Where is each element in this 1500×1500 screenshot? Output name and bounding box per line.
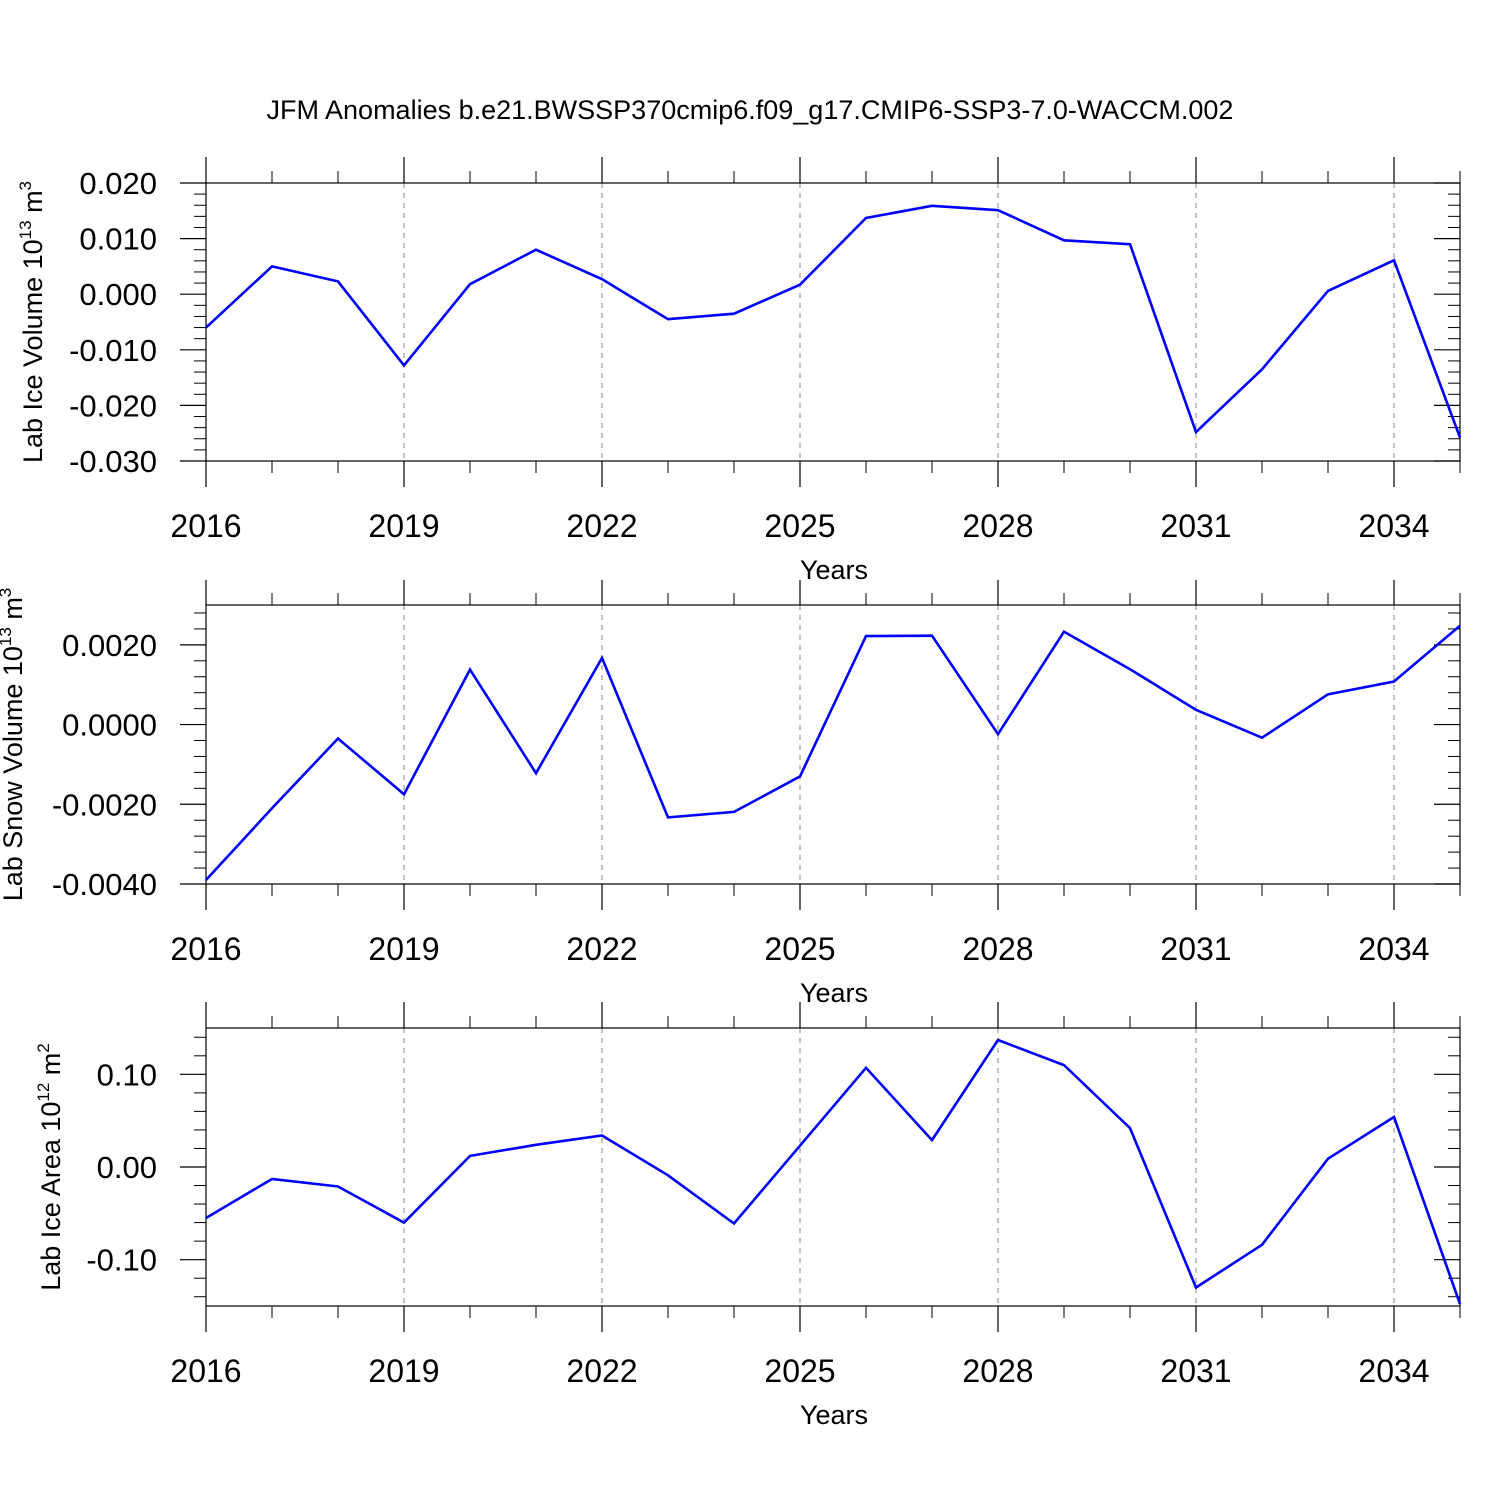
y-tick-label: 0.020 [79,166,157,201]
y-tick-label: 0.000 [79,277,157,312]
x-tick-label: 2019 [368,1353,439,1389]
y-tick-label: -0.0040 [52,867,157,902]
ice-volume-panel: -0.030 -0.020 -0.010 0.000 0.010 0.020 2016 201… [16,157,1462,585]
x-tick-label: 2034 [1358,508,1429,544]
x-tick-label: 2028 [962,931,1033,967]
plot-frame [205,1027,1461,1307]
y-tick-label: -0.0020 [52,787,157,822]
x-tick-label: 2028 [962,508,1033,544]
snow-volume-series-line [205,624,1461,881]
y-tick-label: 0.10 [97,1057,157,1092]
x-tick-label: 2034 [1358,931,1429,967]
x-tick-label: 2019 [368,931,439,967]
x-tick-label: 2022 [566,931,637,967]
x-tick-label: 2019 [368,508,439,544]
y-axis-label: Lab Ice Area 1012 m2 [34,1043,66,1291]
x-tick-label: 2022 [566,508,637,544]
chart-title: JFM Anomalies b.e21.BWSSP370cmip6.f09_g1… [267,95,1234,125]
y-tick-label: -0.10 [86,1243,157,1278]
x-tick-label: 2016 [170,931,241,967]
x-axis-label: Years [800,555,868,585]
y-tick-label: 0.00 [97,1150,157,1185]
y-tick-label: 0.010 [79,222,157,257]
y-tick-label: 0.0020 [62,628,157,663]
x-tick-label: 2034 [1358,1353,1429,1389]
y-tick-label: -0.030 [69,444,157,479]
x-tick-label: 2028 [962,1353,1033,1389]
ice-area-panel: -0.10 0.00 0.10 2016 2019 2022 2025 2028 2031 203… [34,1002,1462,1430]
y-axis-label: Lab Snow Volume 1013 m3 [0,588,28,902]
y-axis-label: Lab Ice Volume 1013 m3 [16,181,48,463]
x-tick-label: 2016 [170,508,241,544]
x-tick-label: 2025 [764,1353,835,1389]
ice-volume-series-line [205,204,1462,439]
x-tick-label: 2031 [1160,508,1231,544]
plot-frame [205,604,1461,885]
x-tick-label: 2031 [1160,1353,1231,1389]
x-tick-label: 2022 [566,1353,637,1389]
x-tick-label: 2025 [764,931,835,967]
y-tick-label: 0.0000 [62,708,157,743]
x-axis-label: Years [800,1400,868,1430]
y-tick-label: -0.020 [69,388,157,423]
y-tick-label: -0.010 [69,333,157,368]
x-tick-label: 2031 [1160,931,1231,967]
snow-volume-panel: -0.0040 -0.0020 0.0000 0.0020 2016 2019 2022 20… [0,580,1461,1008]
x-tick-label: 2025 [764,508,835,544]
ice-area-series-line [205,1038,1462,1305]
x-tick-label: 2016 [170,1353,241,1389]
plot-frame [205,182,1461,462]
x-axis-label: Years [800,978,868,1008]
